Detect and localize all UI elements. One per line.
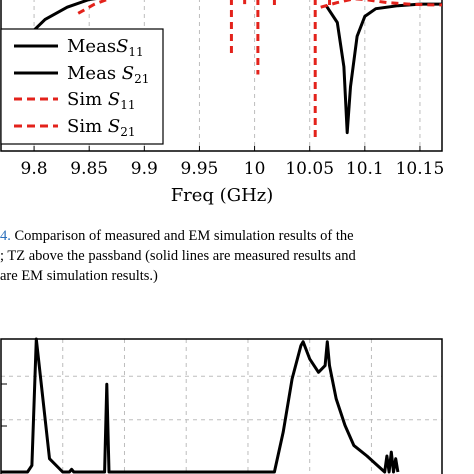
x-tick-label: 10	[244, 159, 266, 179]
top-chart-x-ticks: 9.8 9.85 9.9 9.95 10 10.05 10.1 10.15	[21, 146, 445, 179]
series-sim-s11	[77, 0, 111, 15]
figure-number: 4.	[0, 228, 11, 244]
x-tick-label: 9.9	[131, 159, 158, 179]
bottom-chart-frame	[0, 338, 443, 474]
x-tick-label: 10.15	[396, 159, 445, 179]
bottom-chart-grid	[1, 339, 442, 474]
caption-line-2: ; TZ above the passband (solid lines are…	[0, 248, 356, 264]
x-tick-label: 9.95	[181, 159, 219, 179]
legend-label-sim-s11: Sim S11	[67, 89, 136, 112]
series-meas-s21	[324, 2, 442, 135]
x-tick-label: 10.05	[285, 159, 334, 179]
legend-label-meas-s11: MeasS11	[67, 36, 144, 59]
x-tick-label: 9.85	[70, 159, 108, 179]
figure-caption: 4. Comparison of measured and EM simulat…	[0, 226, 474, 286]
legend-label-meas-s21: Meas S21	[67, 63, 149, 86]
bottom-chart-series	[1, 337, 400, 474]
caption-line-3: are EM simulation results.)	[0, 268, 158, 284]
legend: MeasS11 Meas S21 Sim S11 Sim S21	[0, 28, 164, 145]
x-axis-label: Freq (GHz)	[171, 185, 274, 206]
x-tick-label: 9.8	[21, 159, 48, 179]
legend-label-sim-s21: Sim S21	[67, 116, 136, 139]
top-chart-grid	[33, 0, 421, 151]
x-tick-label: 10.1	[346, 159, 384, 179]
caption-line-1: 4. Comparison of measured and EM simulat…	[0, 228, 354, 244]
bottom-series-trace	[1, 337, 400, 474]
